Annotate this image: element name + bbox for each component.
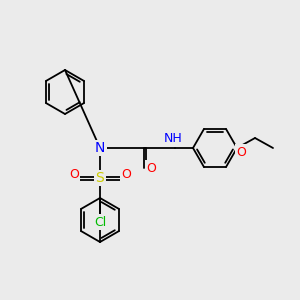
Text: Cl: Cl [94, 215, 106, 229]
Text: O: O [121, 167, 131, 181]
Text: O: O [146, 161, 156, 175]
Text: NH: NH [164, 131, 182, 145]
Text: S: S [96, 171, 104, 185]
Text: O: O [69, 167, 79, 181]
Text: N: N [95, 141, 105, 155]
Text: O: O [236, 146, 246, 158]
